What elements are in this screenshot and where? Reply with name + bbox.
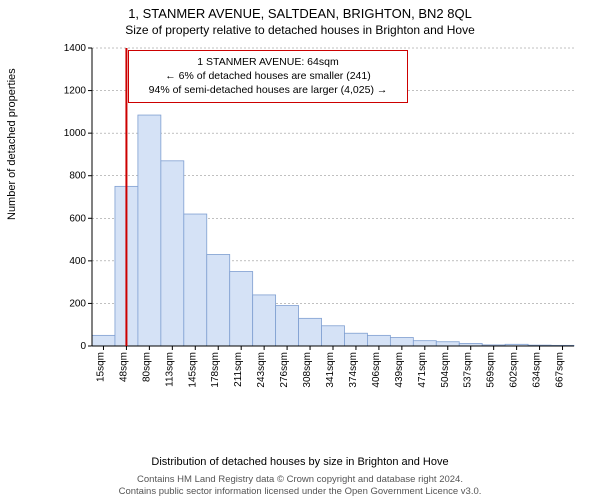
- svg-text:406sqm: 406sqm: [371, 352, 382, 388]
- svg-text:308sqm: 308sqm: [302, 352, 313, 388]
- svg-text:1200: 1200: [64, 86, 87, 97]
- svg-text:537sqm: 537sqm: [463, 352, 474, 388]
- svg-text:374sqm: 374sqm: [348, 352, 359, 388]
- chart-subtitle: Size of property relative to detached ho…: [0, 21, 600, 37]
- address-title: 1, STANMER AVENUE, SALTDEAN, BRIGHTON, B…: [0, 0, 600, 21]
- svg-text:1400: 1400: [64, 44, 87, 54]
- svg-text:504sqm: 504sqm: [440, 352, 451, 388]
- y-axis-label: Number of detached properties: [6, 68, 18, 220]
- callout-line-2: ← 6% of detached houses are smaller (241…: [137, 69, 399, 83]
- chart-container: 1, STANMER AVENUE, SALTDEAN, BRIGHTON, B…: [0, 0, 600, 500]
- svg-text:800: 800: [69, 171, 86, 182]
- svg-text:276sqm: 276sqm: [279, 352, 290, 388]
- callout-line-3: 94% of semi-detached houses are larger (…: [137, 83, 399, 97]
- svg-text:602sqm: 602sqm: [509, 352, 520, 388]
- footer-line-2: Contains public sector information licen…: [0, 486, 600, 498]
- svg-text:200: 200: [69, 298, 86, 309]
- chart-area: 0 200 400 600 800 1000 1200 1400 15sqm 48sqm 80sqm…: [58, 44, 578, 404]
- svg-text:600: 600: [69, 213, 86, 224]
- svg-text:667sqm: 667sqm: [555, 352, 566, 388]
- callout-line-1: 1 STANMER AVENUE: 64sqm: [137, 55, 399, 69]
- svg-text:178sqm: 178sqm: [210, 352, 221, 388]
- attribution-footer: Contains HM Land Registry data © Crown c…: [0, 474, 600, 498]
- svg-text:211sqm: 211sqm: [233, 352, 244, 387]
- svg-text:48sqm: 48sqm: [118, 352, 129, 382]
- x-axis-label: Distribution of detached houses by size …: [0, 456, 600, 468]
- svg-text:113sqm: 113sqm: [164, 352, 175, 387]
- svg-text:341sqm: 341sqm: [325, 352, 336, 388]
- svg-text:145sqm: 145sqm: [187, 352, 198, 388]
- svg-text:634sqm: 634sqm: [532, 352, 543, 388]
- svg-text:15sqm: 15sqm: [95, 352, 106, 382]
- footer-line-1: Contains HM Land Registry data © Crown c…: [0, 474, 600, 486]
- svg-text:243sqm: 243sqm: [256, 352, 267, 388]
- svg-text:400: 400: [69, 256, 86, 267]
- svg-text:439sqm: 439sqm: [394, 352, 405, 388]
- svg-text:80sqm: 80sqm: [141, 352, 152, 382]
- svg-text:1000: 1000: [64, 128, 87, 139]
- svg-text:471sqm: 471sqm: [417, 352, 428, 388]
- svg-text:569sqm: 569sqm: [486, 352, 497, 388]
- svg-text:0: 0: [80, 341, 86, 352]
- callout-box: 1 STANMER AVENUE: 64sqm ← 6% of detached…: [128, 50, 408, 103]
